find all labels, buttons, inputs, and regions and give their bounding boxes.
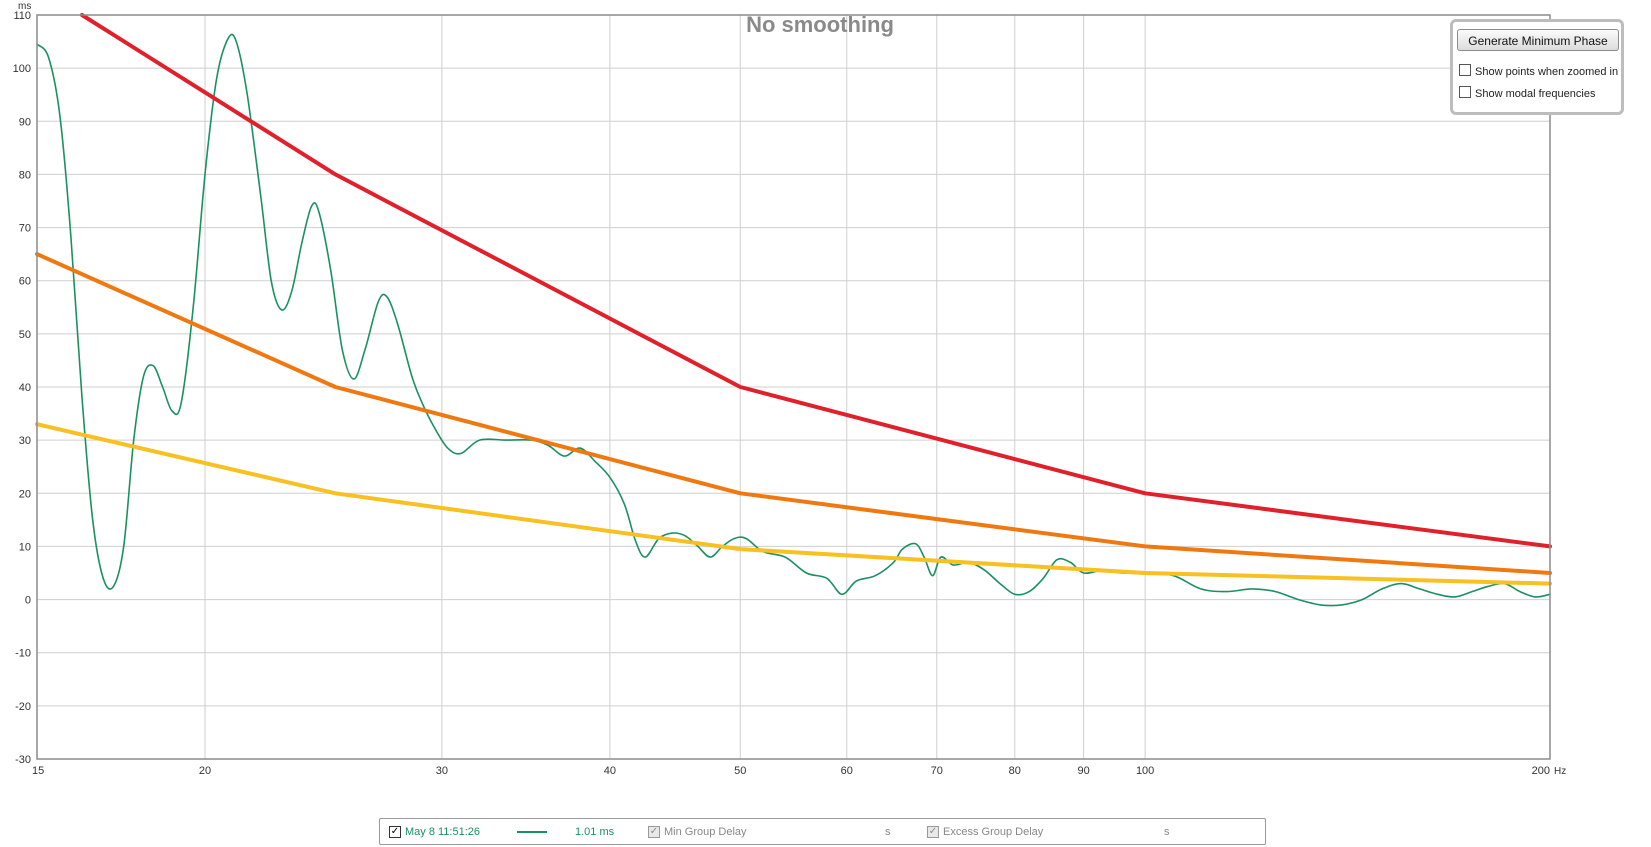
min-group-delay-value: s — [885, 826, 891, 838]
x-tick-label: 80 — [1009, 765, 1021, 777]
options-panel: Generate Minimum Phase Show points when … — [1450, 19, 1624, 115]
measurement-label: May 8 11:51:26 — [405, 826, 481, 838]
x-unit-label: Hz — [1554, 766, 1566, 777]
y-tick-label: 30 — [19, 435, 31, 447]
y-tick-label: 60 — [19, 276, 31, 288]
series-red-limit — [80, 13, 1552, 549]
y-tick-label: 20 — [19, 488, 31, 500]
legend-bar: ✓ May 8 11:51:26 1.01 ms ✓ Min Group Del… — [379, 818, 1266, 845]
excess-group-delay-checkbox[interactable]: ✓ — [927, 826, 939, 838]
x-tick-label: 70 — [931, 765, 943, 777]
x-tick-label: 40 — [604, 765, 616, 777]
show-modal-checkbox[interactable] — [1459, 86, 1471, 98]
y-tick-label: 100 — [13, 63, 31, 75]
excess-group-delay-label: Excess Group Delay — [943, 826, 1044, 838]
y-tick-label: -30 — [15, 754, 31, 766]
min-group-delay-label: Min Group Delay — [664, 826, 747, 838]
y-tick-label: -20 — [15, 701, 31, 713]
series-yellow-limit — [35, 422, 1552, 586]
x-tick-label: 20 — [199, 765, 211, 777]
y-tick-labels: -30 -20 -10 0 10 20 30 40 50 60 70 80 90 100 110 — [13, 10, 31, 766]
x-tick-label: 30 — [436, 765, 448, 777]
y-tick-label: 90 — [19, 116, 31, 128]
series-group-delay — [36, 33, 1551, 607]
x-tick-label: 90 — [1077, 765, 1089, 777]
measurement-line-swatch — [517, 831, 547, 833]
y-tick-label: 50 — [19, 329, 31, 341]
measurement-checkbox[interactable]: ✓ — [389, 826, 401, 838]
excess-group-delay-value: s — [1164, 826, 1170, 838]
measurement-value: 1.01 ms — [575, 826, 615, 838]
show-points-checkbox[interactable] — [1459, 64, 1471, 76]
x-tick-labels: 15 20 30 40 50 60 70 80 90 100 200 — [32, 765, 1550, 777]
x-tick-label: 200 — [1532, 765, 1550, 777]
x-tick-label: 15 — [32, 765, 44, 777]
min-group-delay-checkbox[interactable]: ✓ — [648, 826, 660, 838]
y-tick-label: 40 — [19, 382, 31, 394]
y-tick-label: 80 — [19, 169, 31, 181]
y-tick-label: 70 — [19, 223, 31, 235]
y-tick-label: 10 — [19, 541, 31, 553]
plot-frame — [36, 14, 1551, 760]
show-modal-label: Show modal frequencies — [1475, 88, 1596, 100]
show-points-option[interactable]: Show points when zoomed in — [1459, 64, 1618, 78]
series-layer — [35, 13, 1552, 607]
y-tick-label: 110 — [13, 10, 31, 22]
y-unit-label: ms — [18, 1, 31, 12]
show-modal-option[interactable]: Show modal frequencies — [1459, 86, 1595, 100]
series-orange-limit — [35, 252, 1552, 575]
x-tick-label: 50 — [734, 765, 746, 777]
x-tick-label: 60 — [841, 765, 853, 777]
x-tick-label: 100 — [1136, 765, 1154, 777]
y-tick-label: 0 — [25, 595, 31, 607]
y-tick-label: -10 — [15, 648, 31, 660]
chart-title: No smoothing — [746, 12, 894, 37]
show-points-label: Show points when zoomed in — [1475, 66, 1619, 78]
generate-minimum-phase-button[interactable]: Generate Minimum Phase — [1457, 29, 1619, 51]
